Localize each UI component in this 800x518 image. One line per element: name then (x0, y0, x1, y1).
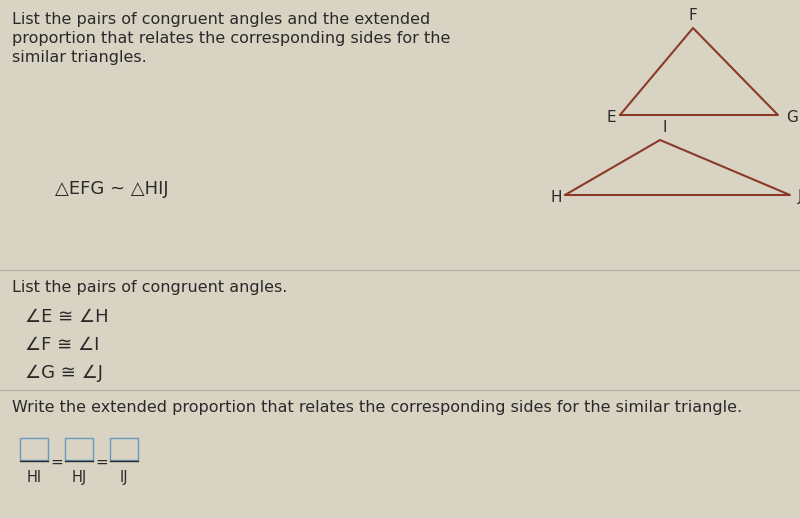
Text: HI: HI (26, 470, 42, 485)
Text: △EFG ~ △HIJ: △EFG ~ △HIJ (55, 180, 169, 198)
Text: proportion that relates the corresponding sides for the: proportion that relates the correspondin… (12, 31, 450, 46)
Text: =: = (50, 454, 63, 469)
Text: G: G (786, 109, 798, 124)
Text: ∠F ≅ ∠I: ∠F ≅ ∠I (25, 336, 99, 354)
Text: HJ: HJ (71, 470, 86, 485)
Text: Write the extended proportion that relates the corresponding sides for the simil: Write the extended proportion that relat… (12, 400, 742, 415)
Text: List the pairs of congruent angles and the extended: List the pairs of congruent angles and t… (12, 12, 430, 27)
Text: IJ: IJ (120, 470, 128, 485)
Bar (65, 438, 93, 460)
Text: ∠E ≅ ∠H: ∠E ≅ ∠H (25, 308, 109, 326)
Text: =: = (95, 454, 108, 469)
Text: I: I (663, 120, 667, 135)
Text: ∠G ≅ ∠J: ∠G ≅ ∠J (25, 364, 103, 382)
Text: List the pairs of congruent angles.: List the pairs of congruent angles. (12, 280, 287, 295)
Text: similar triangles.: similar triangles. (12, 50, 146, 65)
Text: F: F (689, 8, 698, 23)
Bar (110, 438, 138, 460)
Text: H: H (551, 190, 562, 205)
Text: J: J (798, 190, 800, 205)
Bar (20, 438, 48, 460)
Text: E: E (606, 109, 616, 124)
